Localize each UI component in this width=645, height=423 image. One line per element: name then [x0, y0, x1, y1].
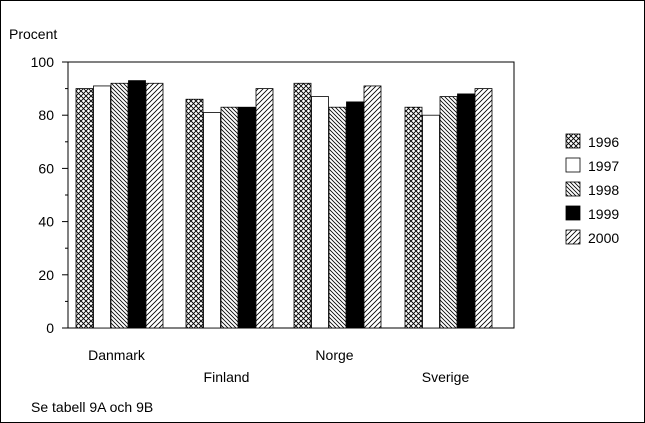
legend-swatch-1998: [565, 181, 581, 197]
bar-norge-1998: [328, 106, 347, 329]
y-tick-label: 100: [31, 54, 55, 70]
legend-label-1996: 1996: [588, 134, 619, 150]
legend-swatch-1999: [565, 205, 581, 221]
bar-finland-1996: [185, 98, 204, 329]
bar-sverige-1998: [439, 96, 458, 329]
x-tick-label: Sverige: [422, 369, 470, 385]
y-tick-label: 20: [38, 267, 54, 283]
legend-label-1998: 1998: [588, 182, 619, 198]
bar-norge-1999: [346, 101, 364, 329]
x-tick-label: Danmark: [88, 347, 146, 363]
y-tick-label: 0: [46, 320, 54, 336]
bar-finland-2000: [255, 88, 274, 329]
bar-sverige-1996: [404, 106, 423, 329]
y-axis-label: Procent: [9, 26, 57, 42]
bar-finland-1997: [203, 112, 221, 329]
y-tick-label: 40: [38, 214, 54, 230]
x-tick-label: Finland: [204, 369, 250, 385]
bar-danmark-1998: [110, 82, 129, 329]
bar-danmark-1996: [75, 88, 94, 329]
bar-sverige-2000: [474, 88, 493, 329]
bar-norge-1996: [293, 82, 312, 329]
legend-swatch-2000: [565, 229, 581, 245]
legend-label-1999: 1999: [588, 206, 619, 222]
x-tick-label: Norge: [315, 347, 353, 363]
legend-label-1997: 1997: [588, 158, 619, 174]
axes: 0 20 40 60 80 100: [31, 54, 515, 336]
x-tick-labels: Danmark Finland Norge Sverige: [88, 347, 469, 385]
bar-sverige-1997: [422, 114, 440, 329]
bar-finland-1999: [238, 106, 256, 329]
footnote: Se tabell 9A och 9B: [31, 399, 153, 415]
legend-swatch-1996: [565, 133, 581, 149]
bar-sverige-1999: [457, 93, 475, 329]
bars: [75, 80, 493, 329]
bar-finland-1998: [220, 106, 239, 329]
legend: 1996 1997 1998 1999 2000: [565, 133, 619, 246]
bar-norge-2000: [363, 85, 382, 329]
bar-danmark-1999: [128, 80, 146, 329]
y-tick-label: 60: [38, 160, 54, 176]
y-tick-label: 80: [38, 107, 54, 123]
legend-swatch-1997: [565, 157, 581, 173]
bar-danmark-1997: [93, 85, 111, 329]
legend-label-2000: 2000: [588, 230, 619, 246]
bar-danmark-2000: [145, 82, 164, 329]
bar-norge-1997: [311, 96, 329, 329]
